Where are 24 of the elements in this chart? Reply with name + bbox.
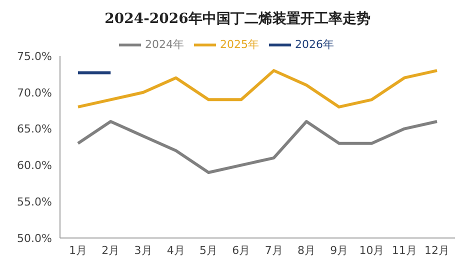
legend-label: 2024年 [145, 38, 184, 52]
x-tick-label: 2月 [102, 244, 120, 257]
legend-label: 2026年 [295, 38, 334, 52]
x-tick-label: 5月 [200, 244, 218, 257]
y-tick-label: 65.0% [17, 122, 52, 136]
y-tick-label: 50.0% [17, 232, 52, 245]
y-tick-label: 55.0% [17, 196, 52, 209]
y-tick-label: 75.0% [17, 50, 52, 63]
x-tick-label: 9月 [330, 244, 348, 257]
y-tick-label: 70.0% [17, 86, 52, 100]
x-tick-label: 11月 [392, 244, 417, 257]
chart-title: 2024-2026年中国丁二烯装置开工率走势 [104, 10, 372, 29]
line-series [76, 120, 438, 174]
x-tick-label: 8月 [297, 244, 316, 257]
legend-label: 2025年 [220, 38, 259, 52]
x-tick-label: 12月 [424, 244, 450, 257]
x-tick-label: 7月 [264, 244, 283, 257]
x-tick-label: 1月 [69, 244, 87, 257]
x-tick-label: 6月 [232, 244, 250, 257]
x-tick-label: 10月 [359, 244, 384, 257]
line-series [76, 69, 438, 108]
x-tick-label: 4月 [166, 244, 185, 257]
y-tick-label: 60.0% [17, 159, 52, 172]
x-tick-label: 3月 [134, 244, 152, 257]
